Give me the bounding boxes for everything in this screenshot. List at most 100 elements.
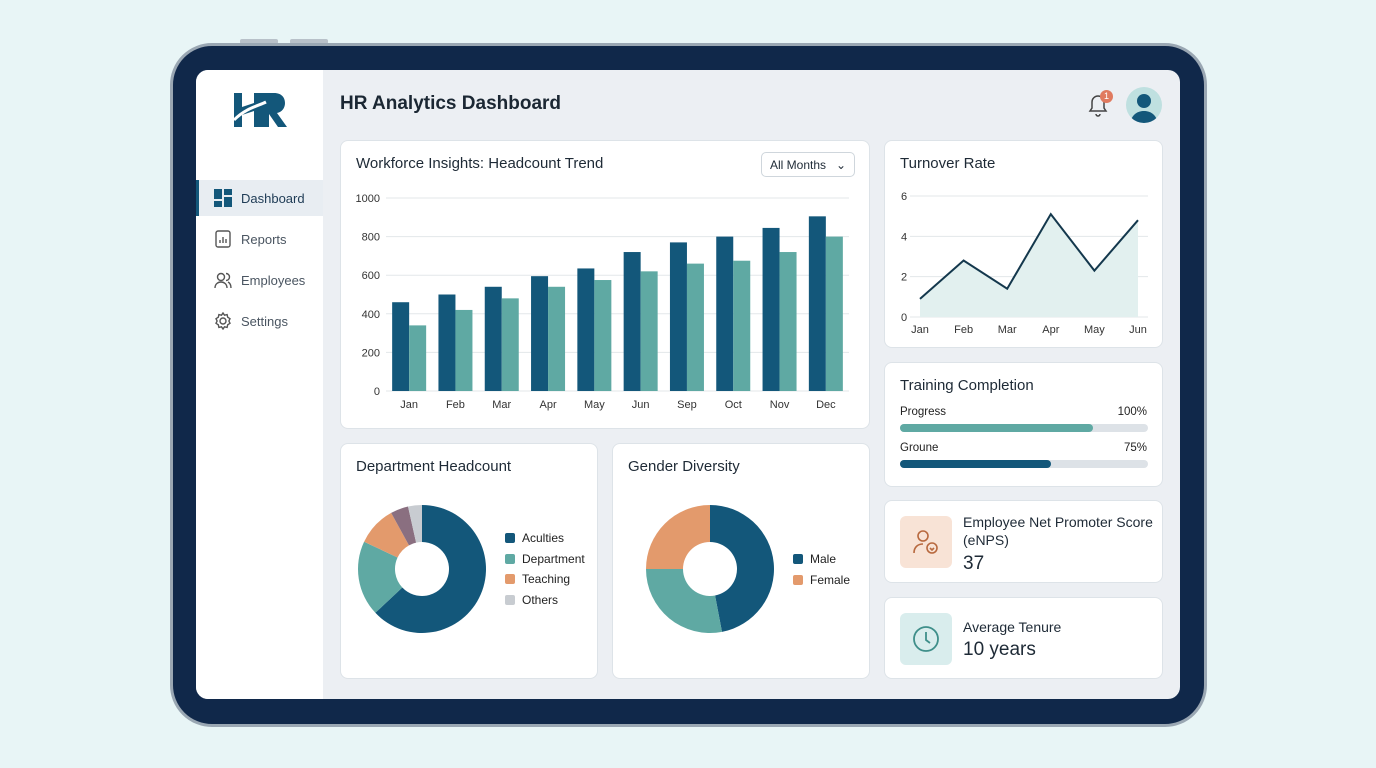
donut-slice [364, 512, 409, 558]
headcount-card: Workforce Insights: Headcount Trend All … [340, 140, 870, 429]
legend-item: Department [505, 549, 585, 570]
employees-icon [214, 272, 232, 289]
bar [577, 268, 595, 391]
donut-slice [358, 541, 403, 613]
bar [779, 252, 797, 391]
x-tick-label: Jun [632, 399, 650, 411]
tenure-icon-box [900, 613, 952, 665]
legend-item: Male [793, 549, 850, 570]
reports-icon [215, 230, 231, 248]
legend-item: Female [793, 570, 850, 591]
donut-slice [646, 505, 710, 569]
sidebar-item-employees[interactable]: Employees [196, 262, 323, 298]
notification-bell-button[interactable]: 1 [1086, 90, 1113, 123]
x-tick-label: Apr [1042, 324, 1059, 336]
x-tick-label: Jan [911, 324, 929, 336]
turnover-card: Turnover Rate 0 2 4 6 Jan Feb Mar Apr May Jun [884, 140, 1163, 348]
avatar[interactable] [1126, 87, 1162, 123]
enps-card: Employee Net Promoter Score (eNPS) 37 [884, 500, 1163, 583]
x-tick-label: Jan [400, 399, 418, 411]
bar [501, 298, 519, 391]
x-tick-label: Feb [446, 399, 465, 411]
bar [825, 236, 843, 391]
y-tick-label: 2 [901, 272, 907, 284]
gender-card: Gender Diversity Male Female [612, 443, 870, 679]
turnover-line [919, 212, 1139, 300]
card-title: Department Headcount [356, 458, 512, 475]
tenure-value: 10 years [963, 639, 1036, 660]
groune-bar [900, 460, 1148, 468]
sidebar-item-label: Settings [241, 313, 288, 329]
legend-item: Teaching [505, 569, 585, 590]
department-legend: Aculties Department Teaching Others [505, 528, 585, 610]
user-rating-icon [913, 530, 938, 554]
bar [669, 242, 687, 391]
enps-label: Employee Net Promoter Score (eNPS) [963, 514, 1153, 548]
sidebar-item-settings[interactable]: Settings [196, 303, 323, 339]
progress-bar [900, 424, 1148, 432]
area-fill [920, 214, 1138, 317]
sidebar-item-label: Dashboard [241, 190, 305, 206]
card-title: Training Completion [900, 377, 1034, 394]
bar [548, 286, 566, 391]
bar [733, 260, 751, 391]
sidebar-item-label: Employees [241, 272, 306, 288]
x-tick-label: Jun [1129, 324, 1147, 336]
y-tick-label: 400 [362, 309, 380, 321]
department-card: Department Headcount Aculties Department… [340, 443, 598, 679]
bar [623, 252, 641, 391]
groune-value: 75% [1123, 442, 1147, 454]
bar [594, 280, 612, 391]
sidebar: Dashboard Reports Employees Settings [196, 70, 323, 699]
x-tick-label: Mar [492, 399, 511, 411]
donut-slice [710, 505, 774, 632]
progress-label: Progress [900, 406, 947, 418]
x-tick-label: Apr [539, 399, 556, 411]
legend-item: Aculties [505, 528, 585, 549]
card-title: Turnover Rate [900, 155, 996, 172]
screen: Dashboard Reports Employees Settings HR … [196, 70, 1180, 699]
bar [686, 263, 704, 391]
x-tick-label: Nov [770, 399, 790, 411]
user-avatar-icon [1130, 94, 1158, 123]
enps-icon-box [900, 516, 952, 568]
bar [455, 309, 473, 391]
sidebar-item-label: Reports [241, 231, 287, 247]
gear-icon [215, 312, 231, 330]
notification-badge: 1 [1100, 90, 1113, 103]
bar [716, 236, 734, 391]
hr-logo [232, 90, 288, 135]
donut-slice [391, 506, 417, 546]
department-donut-chart [358, 505, 486, 633]
card-title: Gender Diversity [628, 458, 740, 475]
x-tick-label: May [584, 399, 605, 411]
y-tick-label: 800 [362, 232, 380, 244]
bar [409, 325, 427, 391]
bell-icon [1088, 95, 1108, 117]
tenure-label: Average Tenure [963, 619, 1062, 635]
sidebar-item-reports[interactable]: Reports [196, 221, 323, 257]
month-filter-select[interactable]: All Months ⌄ [761, 152, 855, 177]
device-button [290, 39, 328, 44]
bar [762, 227, 780, 391]
bar [438, 294, 456, 391]
gender-donut-chart [646, 505, 774, 633]
x-tick-label: Mar [998, 324, 1017, 336]
filter-value: All Months [770, 158, 827, 172]
sidebar-item-dashboard[interactable]: Dashboard [196, 180, 323, 216]
training-card: Training Completion Progress 100% Groune… [884, 362, 1163, 487]
bar [640, 271, 658, 391]
donut-slice [646, 569, 722, 633]
enps-value: 37 [963, 553, 985, 574]
groune-label: Groune [900, 442, 939, 454]
headcount-bar-chart: 0 200 400 600 800 1000 Jan Feb Mar Apr May Jun Sep Oc… [356, 193, 849, 411]
x-tick-label: Oct [725, 399, 742, 411]
bar [808, 216, 826, 391]
bar [484, 286, 502, 391]
progress-fill [900, 424, 1094, 432]
groune-fill [900, 460, 1052, 468]
card-title: Workforce Insights: Headcount Trend [356, 155, 604, 172]
device-button [240, 39, 278, 44]
x-tick-label: May [1084, 324, 1105, 336]
y-tick-label: 200 [362, 347, 380, 359]
